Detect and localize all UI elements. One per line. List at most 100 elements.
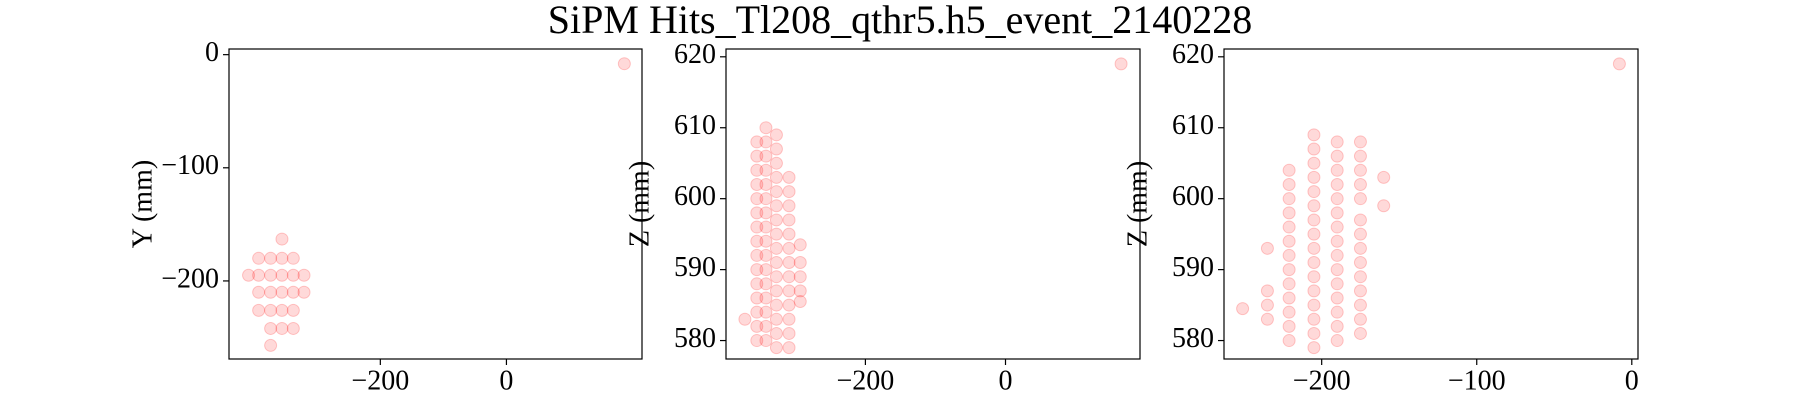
point xyxy=(1307,241,1321,255)
point xyxy=(782,241,796,255)
point xyxy=(1282,163,1296,177)
point xyxy=(1353,149,1367,163)
point xyxy=(769,270,783,284)
point xyxy=(769,284,783,298)
point xyxy=(1330,263,1344,277)
point xyxy=(769,156,783,170)
y-axis-label: Y (mm) xyxy=(127,160,158,248)
point xyxy=(1282,334,1296,348)
point xyxy=(1307,270,1321,284)
point xyxy=(759,248,773,262)
point xyxy=(750,263,764,277)
point xyxy=(286,285,300,299)
point xyxy=(782,199,796,213)
point xyxy=(1330,248,1344,262)
point xyxy=(769,326,783,340)
y-tick-label: 600 xyxy=(1172,181,1214,212)
point xyxy=(1307,156,1321,170)
point xyxy=(769,256,783,270)
point xyxy=(264,338,278,352)
point xyxy=(769,312,783,326)
point xyxy=(782,298,796,312)
point xyxy=(750,149,764,163)
point xyxy=(264,321,278,335)
point xyxy=(1282,277,1296,291)
point xyxy=(1330,234,1344,248)
point xyxy=(759,220,773,234)
x-tick-label: 0 xyxy=(999,365,1013,396)
point xyxy=(793,295,807,309)
points xyxy=(242,57,631,352)
point xyxy=(264,285,278,299)
points xyxy=(738,57,1128,355)
point xyxy=(1353,298,1367,312)
point xyxy=(1282,263,1296,277)
point xyxy=(1282,220,1296,234)
point xyxy=(1353,177,1367,191)
point xyxy=(782,341,796,355)
point xyxy=(793,284,807,298)
point xyxy=(1307,312,1321,326)
point xyxy=(759,305,773,319)
point xyxy=(275,285,289,299)
point xyxy=(782,326,796,340)
point xyxy=(759,192,773,206)
point xyxy=(750,305,764,319)
point xyxy=(759,163,773,177)
point xyxy=(1377,170,1391,184)
point xyxy=(242,268,256,282)
point xyxy=(759,334,773,348)
point xyxy=(286,268,300,282)
point xyxy=(1330,334,1344,348)
point xyxy=(759,263,773,277)
point xyxy=(252,285,266,299)
y-tick-label: 580 xyxy=(674,323,716,354)
y-tick-label: 590 xyxy=(1172,252,1214,283)
y-tick-label: −100 xyxy=(161,150,219,181)
point xyxy=(264,268,278,282)
point xyxy=(1282,248,1296,262)
point xyxy=(1330,163,1344,177)
point xyxy=(1353,192,1367,206)
point xyxy=(750,192,764,206)
point xyxy=(750,291,764,305)
y-tick-label: 610 xyxy=(1172,110,1214,141)
point xyxy=(1282,305,1296,319)
point xyxy=(617,57,631,71)
point xyxy=(1330,319,1344,333)
point xyxy=(252,251,266,265)
point xyxy=(769,170,783,184)
point xyxy=(286,303,300,317)
point xyxy=(750,277,764,291)
point xyxy=(1260,298,1274,312)
point xyxy=(1353,284,1367,298)
point xyxy=(1353,163,1367,177)
y-axis-label: Z (mm) xyxy=(1122,161,1153,247)
point xyxy=(1330,305,1344,319)
point xyxy=(1353,227,1367,241)
point xyxy=(1307,199,1321,213)
point xyxy=(782,284,796,298)
point xyxy=(1377,199,1391,213)
y-axis-label: Z (mm) xyxy=(624,161,655,247)
point xyxy=(252,303,266,317)
point xyxy=(782,213,796,227)
point xyxy=(286,321,300,335)
point xyxy=(252,268,266,282)
point xyxy=(1260,284,1274,298)
point xyxy=(769,128,783,142)
point xyxy=(782,227,796,241)
point xyxy=(759,234,773,248)
point xyxy=(759,149,773,163)
point xyxy=(1307,142,1321,156)
point xyxy=(297,285,311,299)
axes-frame xyxy=(725,48,1141,360)
point xyxy=(750,163,764,177)
point xyxy=(1330,206,1344,220)
point xyxy=(1282,192,1296,206)
point xyxy=(759,177,773,191)
point xyxy=(750,135,764,149)
points xyxy=(1236,57,1626,355)
point xyxy=(769,199,783,213)
